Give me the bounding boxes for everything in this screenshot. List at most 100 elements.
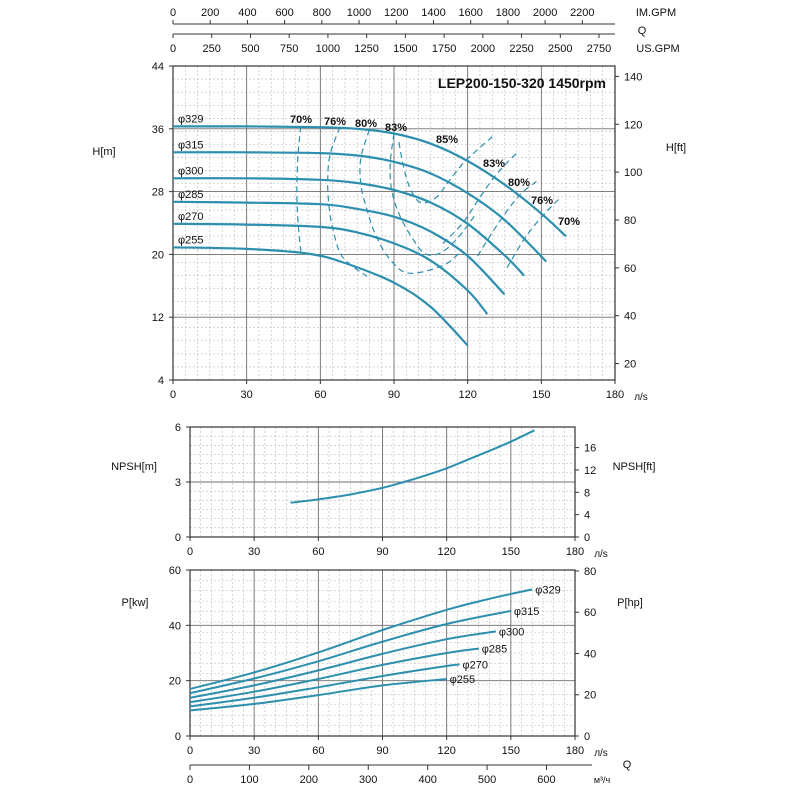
us-gpm-tick-label: 2500 <box>548 43 572 55</box>
head-curve-d329 <box>172 125 567 238</box>
npsh-curve <box>290 429 535 504</box>
us-gpm-tick-label: 750 <box>280 43 298 55</box>
y-tick-label: 6 <box>175 422 181 434</box>
chart-title: LEP200-150-320 1450rpm <box>438 75 606 91</box>
x-tick-label: 60 <box>312 546 324 558</box>
m3h-tick-label: 100 <box>240 774 258 786</box>
im-gpm-tick-label: 1000 <box>347 7 371 19</box>
x-tick-label: 180 <box>606 389 624 401</box>
y-right-tick-label: 60 <box>624 263 636 275</box>
im-gpm-label: IM.GPM <box>636 7 676 19</box>
x-tick-label: 90 <box>376 745 388 757</box>
x-tick-label: 0 <box>187 546 193 558</box>
bottom-flow-axis: 0 100 200 300 400 500 600 м³/ч Q <box>187 759 632 786</box>
x-tick-label: 30 <box>241 389 253 401</box>
efficiency-label: 76% <box>324 116 346 128</box>
power-curve-d300 <box>189 630 497 699</box>
im-gpm-tick-label: 400 <box>238 7 256 19</box>
im-gpm-tick-label: 200 <box>201 7 219 19</box>
x-tick-label: 120 <box>458 389 476 401</box>
major-grid <box>173 66 615 380</box>
x-tick-label: 0 <box>170 389 176 401</box>
y-right-tick-label: 16 <box>584 443 596 455</box>
power-curve-d315 <box>189 609 512 695</box>
im-gpm-tick-label: 1400 <box>421 7 445 19</box>
y-right-tick-label: 80 <box>624 215 636 227</box>
us-gpm-tick-label: 2250 <box>509 43 533 55</box>
x-tick-label: 30 <box>248 546 260 558</box>
diameter-label: φ255 <box>178 234 204 246</box>
x-tick-label: 90 <box>376 546 388 558</box>
y-right-tick-label: 40 <box>624 311 636 323</box>
us-gpm-tick-label: 2750 <box>587 43 611 55</box>
y-right-tick-label: 140 <box>624 71 642 83</box>
us-gpm-tick-label: 250 <box>203 43 221 55</box>
q-label: Q <box>638 25 647 37</box>
m3h-tick-label: 400 <box>418 774 436 786</box>
efficiency-label: 83% <box>385 122 407 134</box>
y-right-tick-label: 100 <box>624 167 642 179</box>
y-tick-label: 36 <box>152 124 164 136</box>
us-gpm-tick-label: 0 <box>170 43 176 55</box>
power-diameter-label: φ270 <box>463 660 489 672</box>
x-axis-unit: л/s <box>634 392 648 403</box>
power-axis-label: P[kw] <box>122 597 149 609</box>
y-tick-label: 0 <box>175 532 181 544</box>
y-right-tick-label: 20 <box>624 359 636 371</box>
power-right-axis-label: P[hp] <box>617 597 643 609</box>
npsh-curves <box>290 429 535 504</box>
efficiency-curve-70pct <box>506 199 559 269</box>
im-gpm-tick-label: 1800 <box>496 7 520 19</box>
efficiency-label: 80% <box>508 177 530 189</box>
efficiency-curve-76pct <box>476 180 537 257</box>
im-gpm-tick-label: 1600 <box>458 7 482 19</box>
y-tick-label: 28 <box>152 187 164 199</box>
x-tick-label: 0 <box>187 745 193 757</box>
efficiency-curve-76pct <box>327 126 368 277</box>
im-gpm-tick-label: 800 <box>313 7 331 19</box>
x-tick-label: 60 <box>314 389 326 401</box>
y-right-tick-label: 4 <box>584 510 590 522</box>
y-tick-label: 12 <box>152 312 164 324</box>
y-tick-label: 20 <box>152 249 164 261</box>
diameter-label: φ329 <box>178 113 204 125</box>
efficiency-label: 83% <box>483 158 505 170</box>
y-right-tick-label: 0 <box>584 731 590 743</box>
x-tick-label: 150 <box>502 546 520 558</box>
efficiency-curve-83pct <box>389 133 476 256</box>
us-gpm-tick-label: 1000 <box>316 43 340 55</box>
power-diameter-label: φ315 <box>514 606 540 618</box>
x-axis-unit: л/s <box>594 748 608 759</box>
us-gpm-tick-label: 1500 <box>393 43 417 55</box>
efficiency-label: 70% <box>558 216 580 228</box>
head-curve-d285 <box>172 200 506 296</box>
power-curve-d270 <box>189 663 460 708</box>
im-gpm-tick-label: 600 <box>275 7 293 19</box>
efficiency-label: 70% <box>290 114 312 126</box>
power-curve-d285 <box>189 647 479 704</box>
npsh-right-axis-label: NPSH[ft] <box>613 461 656 473</box>
im-gpm-tick-label: 2200 <box>570 7 594 19</box>
y-right-tick-label: 8 <box>584 487 590 499</box>
y-right-tick-label: 20 <box>584 690 596 702</box>
power-diameter-label: φ255 <box>450 674 476 686</box>
im-gpm-tick-label: 1200 <box>384 7 408 19</box>
head-curve-d315 <box>172 151 547 263</box>
diameter-label: φ270 <box>178 211 204 223</box>
head-curves <box>172 125 567 347</box>
x-tick-label: 90 <box>388 389 400 401</box>
head-curve-d300 <box>172 177 525 277</box>
npsh-axis-label: NPSH[m] <box>111 461 157 473</box>
head-curve-d255 <box>172 246 469 347</box>
bottom-q-label: Q <box>623 759 632 771</box>
panel-power: 0 30 60 90 120 150 180 л/s 0 20 40 60 0 20 40 60 80 φ329 φ… <box>169 565 608 759</box>
efficiency-curve-80pct <box>442 150 520 244</box>
im-gpm-tick-label: 0 <box>170 7 176 19</box>
m3h-tick-label: 600 <box>537 774 555 786</box>
diameter-label: φ285 <box>178 189 204 201</box>
power-diameter-label: φ329 <box>535 584 561 596</box>
power-diameter-label: φ300 <box>499 626 524 638</box>
x-tick-label: 120 <box>437 546 455 558</box>
y-right-tick-label: 12 <box>584 465 596 477</box>
